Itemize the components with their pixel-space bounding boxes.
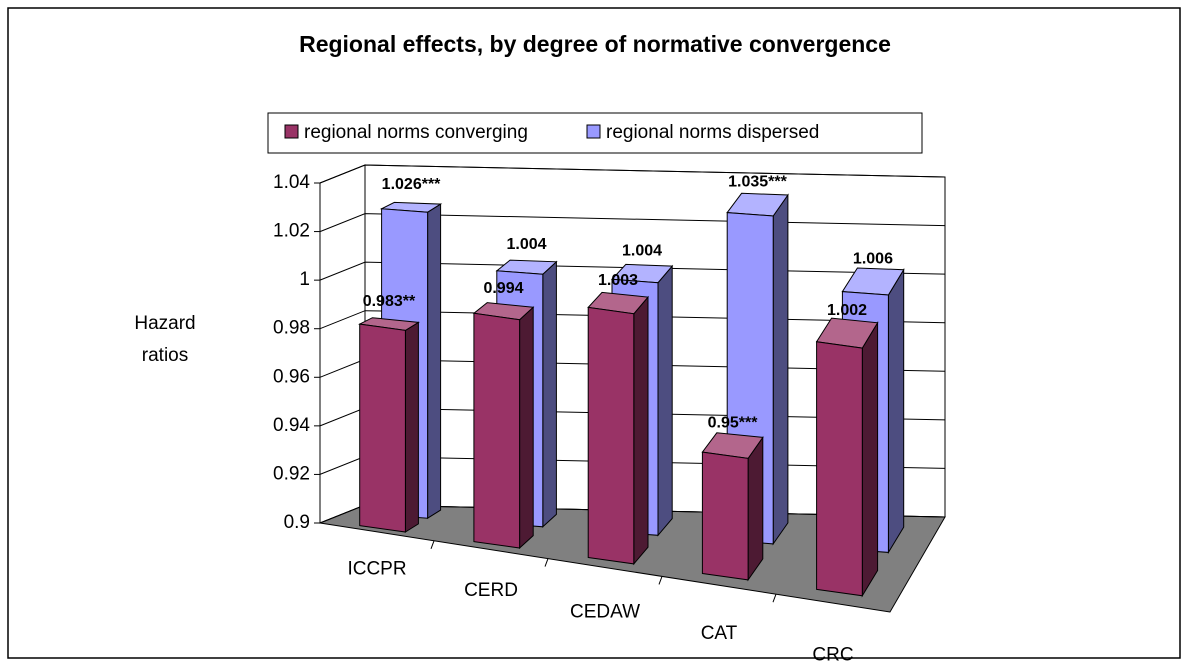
value-label: 0.95*** — [708, 414, 759, 431]
value-label: 1.003 — [598, 272, 638, 289]
value-label: 1.035*** — [728, 173, 787, 190]
legend-label: regional norms converging — [304, 122, 528, 143]
y-tick-label: 1 — [299, 269, 310, 290]
value-label: 1.006 — [853, 250, 893, 267]
bar — [472, 302, 535, 550]
x-tick-label: ICCPR — [347, 559, 406, 580]
y-tick-label: 1.02 — [273, 221, 310, 242]
bar-front — [359, 323, 406, 533]
x-tick-label: CERD — [464, 580, 518, 601]
value-label: 1.002 — [827, 302, 867, 319]
grid-line — [319, 164, 946, 184]
value-label: 0.983** — [363, 293, 416, 310]
bar-side — [657, 264, 673, 537]
value-label: 1.004 — [622, 242, 662, 259]
value-label: 1.026*** — [382, 176, 441, 193]
bar-side — [633, 295, 649, 566]
bar-side — [427, 203, 442, 520]
y-axis-label: Hazard ratios — [134, 313, 196, 366]
bar-front — [816, 341, 863, 597]
bar-side — [887, 267, 905, 555]
bar-side — [542, 260, 557, 528]
value-label: 1.004 — [506, 236, 546, 253]
bar-side — [404, 321, 419, 533]
bar — [587, 291, 649, 566]
bar-side — [772, 193, 789, 546]
bar-side — [861, 321, 879, 598]
bar-side — [519, 306, 534, 550]
chart-title: Regional effects, by degree of normative… — [299, 31, 891, 57]
legend-swatch — [284, 124, 299, 139]
x-tick-label: CAT — [701, 623, 738, 644]
x-tick-label: CEDAW — [570, 602, 640, 623]
bar-front — [473, 312, 521, 549]
y-tick-label: 0.9 — [284, 512, 310, 533]
bar — [701, 432, 764, 582]
legend-swatch — [586, 124, 601, 139]
y-tick-label: 0.98 — [273, 318, 310, 339]
value-label: 0.994 — [483, 280, 523, 297]
category-divider — [544, 558, 549, 567]
legend-label: regional norms dispersed — [606, 122, 819, 143]
y-tick-label: 0.92 — [273, 463, 310, 484]
category-divider — [772, 594, 777, 603]
bar-front — [587, 306, 635, 565]
y-tick-label: 1.04 — [273, 172, 310, 193]
bar-side — [747, 435, 764, 582]
x-tick-label: CRC — [812, 644, 853, 665]
category-divider — [658, 576, 663, 585]
side-wall — [319, 164, 366, 524]
bar — [815, 317, 879, 598]
y-tick-label: 0.96 — [273, 366, 310, 387]
category-divider — [430, 540, 435, 549]
bar-front — [701, 451, 749, 581]
y-tick-label: 0.94 — [273, 415, 310, 436]
bar — [358, 317, 420, 533]
